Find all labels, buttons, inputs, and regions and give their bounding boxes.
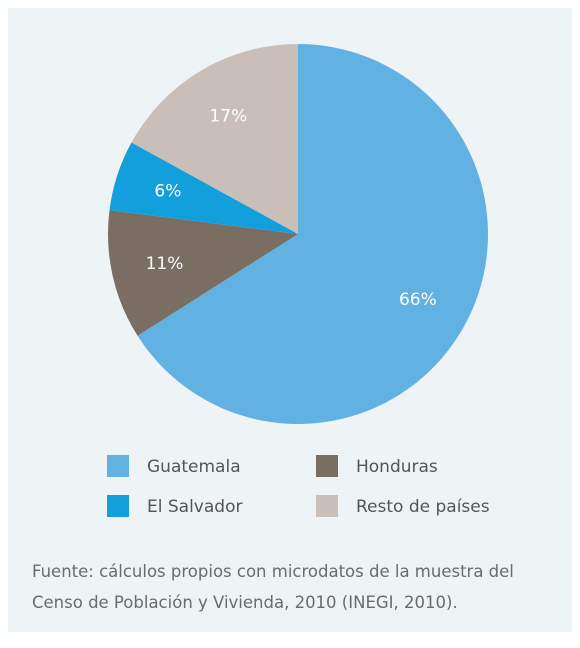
legend-swatch bbox=[107, 495, 129, 517]
source-note: Fuente: cálculos propios con microdatos … bbox=[32, 562, 514, 612]
pie-slice bbox=[108, 210, 298, 336]
legend-label: Guatemala bbox=[147, 457, 241, 477]
legend-label: Honduras bbox=[356, 457, 438, 477]
slice-label: 6% bbox=[154, 182, 181, 202]
pie-slice bbox=[137, 44, 488, 424]
legend-swatch bbox=[107, 455, 129, 477]
pie-slice bbox=[109, 142, 299, 234]
slice-label: 17% bbox=[209, 106, 247, 126]
legend-swatch bbox=[316, 455, 338, 477]
legend-label: Resto de países bbox=[356, 497, 490, 517]
chart: 66% 11% 6% 17% Guatemala Honduras El Salvador R… bbox=[107, 44, 490, 517]
legend-swatch bbox=[316, 495, 338, 517]
legend-label: El Salvador bbox=[147, 497, 242, 517]
pie-slice bbox=[131, 44, 298, 234]
slice-label: 11% bbox=[146, 254, 184, 274]
slice-label: 66% bbox=[399, 290, 437, 310]
